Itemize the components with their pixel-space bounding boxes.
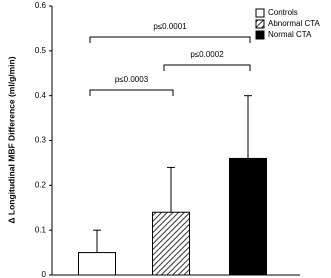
significance-label: p≤0.0002 <box>190 50 224 59</box>
bar <box>78 252 116 276</box>
legend-swatch <box>255 19 265 29</box>
legend-label: Normal CTA <box>268 30 312 39</box>
significance-label: p≤0.0003 <box>115 75 149 84</box>
legend-swatch <box>255 8 265 18</box>
y-tick-label: 0.6 <box>35 1 47 10</box>
legend-label: Abnormal CTA <box>268 19 321 28</box>
legend-swatch <box>255 30 265 40</box>
significance-bracket <box>163 64 251 71</box>
y-tick-label: 0.3 <box>35 136 47 145</box>
y-tick-label: 0.2 <box>35 180 47 189</box>
y-tick-label: 0.4 <box>35 91 47 100</box>
bar <box>152 211 190 276</box>
significance-bracket <box>89 89 174 96</box>
bar <box>229 157 267 276</box>
significance-bracket <box>89 36 251 43</box>
y-tick-label: 0 <box>42 270 47 278</box>
y-axis-label: Δ Longitudinal MBF Difference (ml/g/min) <box>6 56 16 223</box>
y-tick-label: 0.5 <box>35 46 47 55</box>
y-tick-label: 0.1 <box>35 225 47 234</box>
significance-label: p≤0.0001 <box>153 22 187 31</box>
legend-label: Controls <box>268 8 298 17</box>
